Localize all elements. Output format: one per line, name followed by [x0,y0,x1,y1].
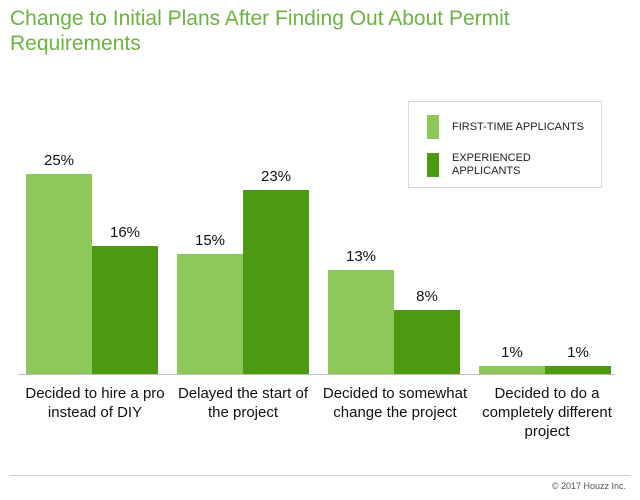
data-label-experienced-4: 1% [567,344,589,361]
category-label: Decided to do a completely different pro… [482,385,612,440]
copyright-text: © 2017 Houzz Inc. [551,481,626,491]
data-label-experienced-3: 8% [416,288,438,305]
bar-first-time-3 [328,270,394,374]
bar-first-time-2 [177,254,243,374]
data-label-first-time-1: 25% [44,152,74,169]
category-label: Decided to hire a pro instead of DIY [25,385,165,421]
bar-experienced-2 [243,190,309,374]
bar-experienced-4 [545,366,611,374]
legend-swatch-experienced [427,153,439,177]
data-label-experienced-2: 23% [261,168,291,185]
footer-divider [10,475,630,476]
bar-first-time-4 [479,366,545,374]
data-label-first-time-4: 1% [501,344,523,361]
legend-label-first-time: FIRST-TIME APPLICANTS [452,120,585,133]
data-label-experienced-1: 16% [110,224,140,241]
legend-label-experienced: EXPERIENCED APPLICANTS [452,152,531,177]
bar-experienced-1 [92,246,158,374]
legend-swatch-first-time [427,115,439,139]
chart-title: Change to Initial Plans After Finding Ou… [10,7,510,55]
legend: FIRST-TIME APPLICANTS EXPERIENCED APPLIC… [408,101,602,188]
data-label-first-time-3: 13% [346,248,376,265]
bar-experienced-3 [394,310,460,374]
legend-item-experienced: EXPERIENCED APPLICANTS [427,152,592,178]
category-label: Decided to somewhat change the project [322,385,468,421]
bar-first-time-1 [26,174,92,374]
data-label-first-time-2: 15% [195,232,225,249]
legend-item-first-time: FIRST-TIME APPLICANTS [427,115,592,139]
category-label: Delayed the start of the project [177,385,309,421]
